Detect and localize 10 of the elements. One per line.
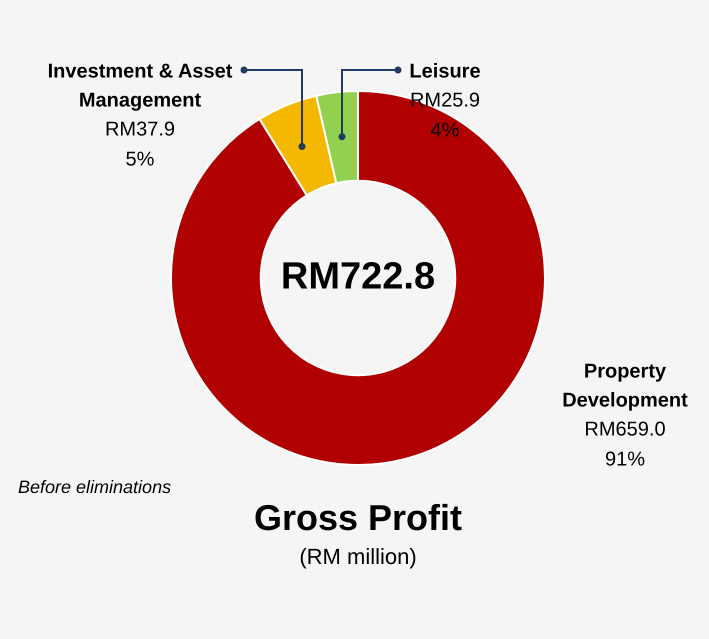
slice-label: Property Development xyxy=(562,360,688,412)
slice-label: Leisure xyxy=(409,60,481,83)
slice-label: Investment & Asset Management xyxy=(48,60,233,112)
text: Before eliminations xyxy=(18,477,172,497)
data-label: RM25.9 4% xyxy=(410,90,480,142)
text: RM722.8 xyxy=(280,255,436,298)
data-label: RM659.0 91% xyxy=(584,418,666,471)
text: Gross Profit xyxy=(254,496,462,538)
text: (RM million) xyxy=(299,544,417,570)
data-label: RM37.9 5% xyxy=(104,118,176,171)
